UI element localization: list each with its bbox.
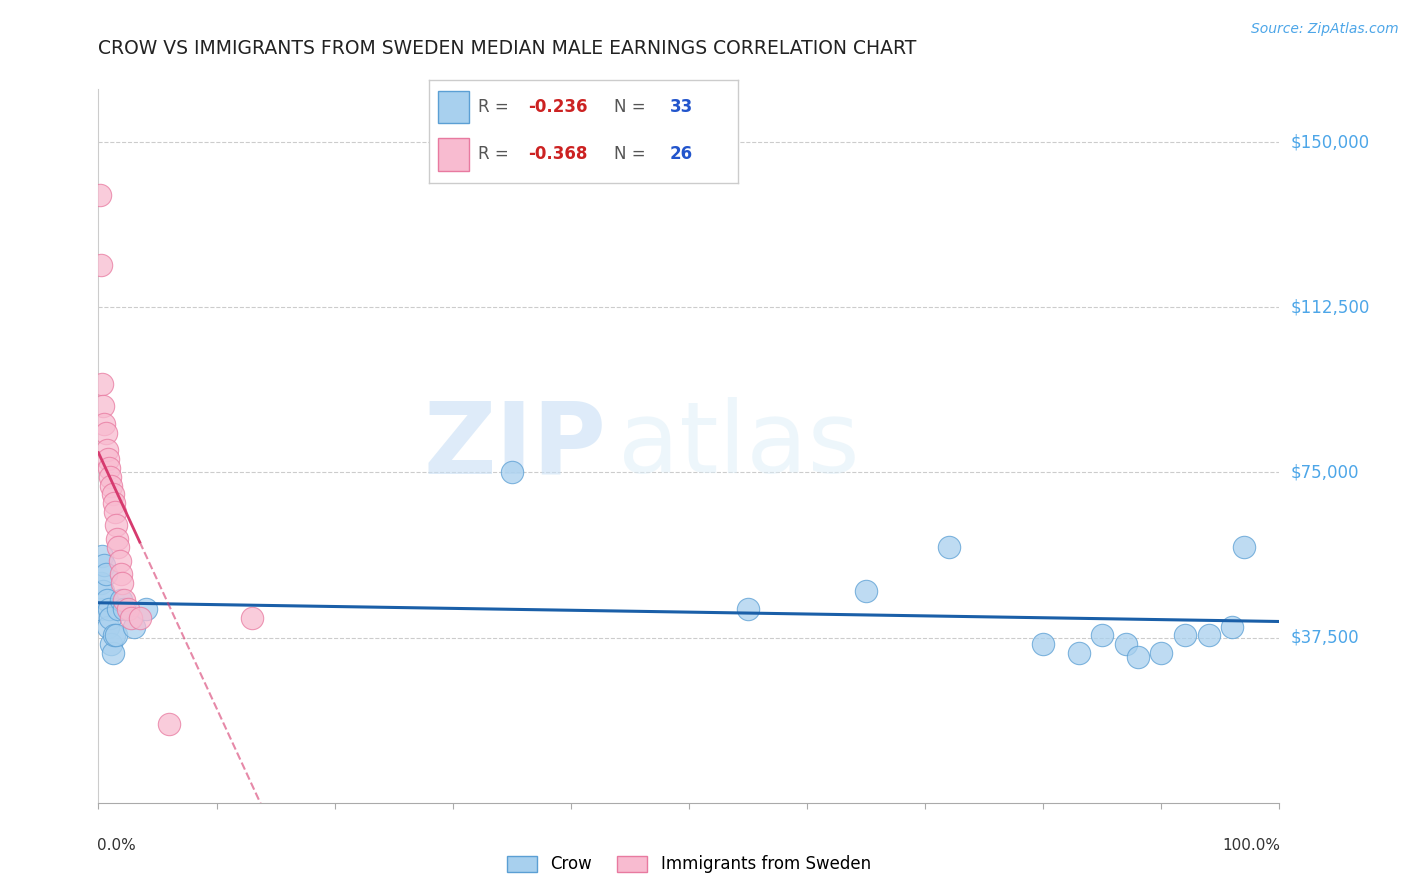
Bar	[439, 137, 470, 170]
Point	[107, 541, 129, 555]
Point	[101, 487, 124, 501]
Text: R =: R =	[478, 145, 515, 163]
Text: atlas: atlas	[619, 398, 859, 494]
Point	[103, 496, 125, 510]
Point	[121, 611, 143, 625]
Point	[1233, 541, 1256, 555]
Text: R =: R =	[478, 98, 515, 116]
Point	[938, 541, 960, 555]
Point	[1091, 628, 1114, 642]
Point	[98, 461, 121, 475]
Point	[1032, 637, 1054, 651]
Point	[855, 584, 877, 599]
Point	[105, 628, 128, 642]
Text: -0.368: -0.368	[527, 145, 588, 163]
Bar	[439, 91, 470, 123]
Text: Source: ZipAtlas.com: Source: ZipAtlas.com	[1251, 22, 1399, 37]
Point	[1150, 646, 1173, 660]
Point	[89, 188, 111, 202]
Legend: Crow, Immigrants from Sweden: Crow, Immigrants from Sweden	[501, 849, 877, 880]
Point	[91, 400, 114, 414]
Point	[94, 425, 117, 440]
Point	[97, 619, 120, 633]
Text: N =: N =	[614, 145, 651, 163]
Point	[96, 593, 118, 607]
Point	[240, 611, 263, 625]
Point	[100, 637, 122, 651]
Text: $75,000: $75,000	[1291, 464, 1360, 482]
Point	[96, 443, 118, 458]
Point	[112, 602, 135, 616]
Text: $150,000: $150,000	[1291, 133, 1369, 151]
Point	[105, 532, 128, 546]
Point	[110, 593, 132, 607]
Text: -0.236: -0.236	[527, 98, 588, 116]
Point	[93, 417, 115, 431]
Point	[89, 602, 111, 616]
Text: 100.0%: 100.0%	[1223, 838, 1281, 854]
Point	[737, 602, 759, 616]
Point	[108, 553, 131, 567]
Point	[128, 611, 150, 625]
Point	[98, 602, 121, 616]
Point	[97, 452, 120, 467]
Text: 0.0%: 0.0%	[97, 838, 136, 854]
Point	[1220, 619, 1243, 633]
Point	[98, 470, 121, 484]
Text: ZIP: ZIP	[423, 398, 606, 494]
Text: $37,500: $37,500	[1291, 629, 1360, 647]
Point	[101, 646, 124, 660]
Point	[135, 602, 157, 616]
Point	[98, 611, 121, 625]
Point	[107, 602, 129, 616]
Point	[91, 377, 114, 392]
Text: 26: 26	[671, 145, 693, 163]
Point	[90, 575, 112, 590]
Point	[104, 505, 127, 519]
Point	[105, 518, 128, 533]
Text: $112,500: $112,500	[1291, 298, 1369, 317]
Point	[112, 593, 135, 607]
Point	[90, 259, 112, 273]
Point	[1067, 646, 1090, 660]
Point	[157, 716, 180, 731]
Point	[117, 602, 139, 616]
Point	[501, 466, 523, 480]
Point	[111, 575, 134, 590]
Point	[94, 566, 117, 581]
Point	[103, 628, 125, 642]
Point	[122, 619, 145, 633]
Point	[91, 584, 114, 599]
Point	[91, 549, 114, 563]
Point	[93, 558, 115, 572]
Point	[1174, 628, 1197, 642]
Text: 33: 33	[671, 98, 693, 116]
Text: N =: N =	[614, 98, 651, 116]
Point	[110, 566, 132, 581]
Text: CROW VS IMMIGRANTS FROM SWEDEN MEDIAN MALE EARNINGS CORRELATION CHART: CROW VS IMMIGRANTS FROM SWEDEN MEDIAN MA…	[98, 39, 917, 58]
Point	[100, 478, 122, 492]
Point	[1198, 628, 1220, 642]
Point	[1115, 637, 1137, 651]
Point	[1126, 650, 1149, 665]
